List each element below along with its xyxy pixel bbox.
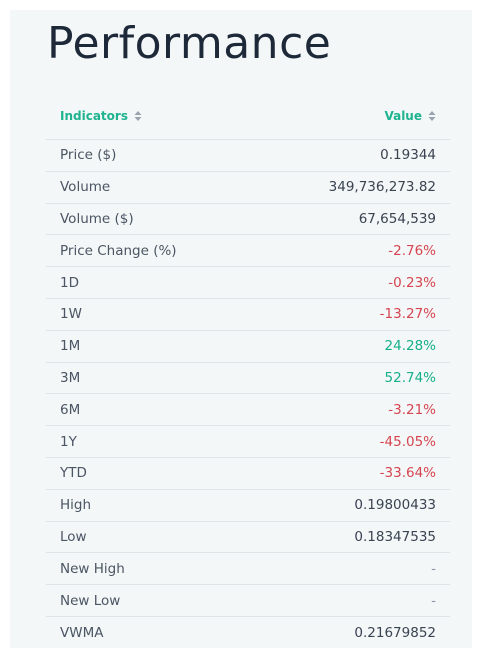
table-row: New High - xyxy=(46,553,450,586)
table-row: 1W -13.27% xyxy=(46,299,450,331)
table-row: 1M 24.28% xyxy=(46,331,450,363)
indicator-value: 0.21679852 xyxy=(354,624,436,641)
sort-icon[interactable] xyxy=(134,110,142,122)
indicator-label: 1W xyxy=(60,306,82,323)
indicator-label: 1M xyxy=(60,338,81,355)
indicator-label: New Low xyxy=(60,592,121,609)
table-row: 3M 52.74% xyxy=(46,363,450,395)
indicator-value: - xyxy=(431,560,436,577)
indicator-value: 24.28% xyxy=(384,338,436,355)
table-row: 6M -3.21% xyxy=(46,394,450,427)
table-row: 1D -0.23% xyxy=(46,267,450,299)
indicator-label: 1D xyxy=(60,274,79,291)
table-row: High 0.19800433 xyxy=(46,490,450,522)
indicator-value: -2.76% xyxy=(388,242,436,259)
indicator-value: 0.19344 xyxy=(380,147,436,164)
performance-table: Indicators Value Price ($) 0.1 xyxy=(46,92,450,649)
table-body: Price ($) 0.19344 Volume 349,736,273.82 Volu… xyxy=(46,140,450,649)
indicator-value: -13.27% xyxy=(379,306,436,323)
table-row: Volume 349,736,273.82 xyxy=(46,172,450,204)
indicator-label: YTD xyxy=(60,465,87,482)
indicator-value: 0.19800433 xyxy=(354,497,436,514)
indicator-value: 0.18347535 xyxy=(354,528,436,545)
indicator-label: Price Change (%) xyxy=(60,242,177,259)
table-row: VWMA 0.21679852 xyxy=(46,617,450,649)
indicator-label: High xyxy=(60,497,92,514)
indicator-label: 1Y xyxy=(60,433,77,450)
indicators-column-header[interactable]: Indicators xyxy=(60,109,142,123)
table-header: Indicators Value xyxy=(46,92,450,140)
indicator-value: -45.05% xyxy=(379,433,436,450)
table-row: Price ($) 0.19344 xyxy=(46,140,450,172)
table-row: Price Change (%) -2.76% xyxy=(46,235,450,268)
indicator-value: -33.64% xyxy=(379,465,436,482)
indicator-label: Price ($) xyxy=(60,147,117,164)
indicator-label: New High xyxy=(60,560,125,577)
indicator-label: 6M xyxy=(60,401,81,418)
sort-icon[interactable] xyxy=(428,110,436,122)
indicator-value: 52.74% xyxy=(384,369,436,386)
indicator-label: Low xyxy=(60,528,87,545)
indicator-value: -0.23% xyxy=(388,274,436,291)
table-row: New Low - xyxy=(46,585,450,617)
indicator-label: Volume ($) xyxy=(60,210,134,227)
indicator-value: -3.21% xyxy=(388,401,436,418)
page-title: Performance xyxy=(47,18,332,69)
indicator-value: 349,736,273.82 xyxy=(328,179,436,196)
indicator-label: 3M xyxy=(60,369,81,386)
indicator-label: Volume xyxy=(60,179,111,196)
table-row: Low 0.18347535 xyxy=(46,522,450,554)
table-row: Volume ($) 67,654,539 xyxy=(46,204,450,236)
table-row: 1Y -45.05% xyxy=(46,426,450,458)
indicator-label: VWMA xyxy=(60,624,104,641)
value-column-header[interactable]: Value xyxy=(384,109,436,123)
indicator-value: 67,654,539 xyxy=(358,210,436,227)
indicator-value: - xyxy=(431,592,436,609)
indicators-header-label: Indicators xyxy=(60,108,128,123)
performance-card: Performance Indicators Value xyxy=(10,10,472,648)
value-header-label: Value xyxy=(384,108,422,123)
table-row: YTD -33.64% xyxy=(46,458,450,490)
